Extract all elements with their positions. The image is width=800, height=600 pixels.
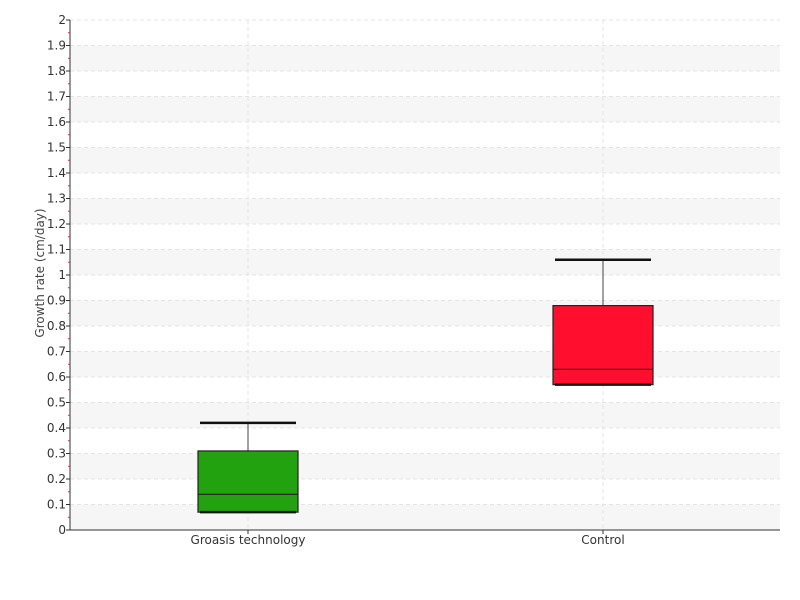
box-1 <box>197 421 299 514</box>
y-tick-label: 1.5 <box>47 141 66 155</box>
x-categories: Groasis technology Control <box>191 530 625 547</box>
y-tick-label: 0.4 <box>47 421 66 435</box>
y-tick-label: 0.9 <box>47 294 66 308</box>
y-tick-label: 0.3 <box>47 447 66 461</box>
y-tick-label: 0.2 <box>47 472 66 486</box>
y-axis-title: Growth rate (cm/day) <box>33 208 47 337</box>
grid-band <box>70 198 780 224</box>
grid-band <box>70 351 780 377</box>
y-tick-label: 1.1 <box>47 243 66 257</box>
y-ticks: 0 0.1 0.2 0.3 0.4 0.5 0.6 0.7 0.8 0.9 1 1.1 1.2 1.3 1.… <box>47 13 70 537</box>
y-tick-label: 1.4 <box>47 166 66 180</box>
y-tick-label: 1.8 <box>47 64 66 78</box>
y-tick-label: 0.5 <box>47 396 66 410</box>
x-category-label: Control <box>581 533 624 547</box>
grid-band <box>70 147 780 173</box>
grid-band <box>70 402 780 428</box>
gridlines <box>70 19 780 530</box>
box-iqr <box>552 305 654 386</box>
y-tick-label: 0.1 <box>47 498 66 512</box>
y-tick-label: 2 <box>58 13 66 27</box>
grid-band <box>70 249 780 275</box>
y-tick-label: 0.7 <box>47 345 66 359</box>
grid-band <box>70 45 780 71</box>
x-category-label: Groasis technology <box>191 533 306 547</box>
y-tick-label: 1.9 <box>47 39 66 53</box>
box-iqr <box>197 450 299 513</box>
y-tick-label: 0.6 <box>47 370 66 384</box>
grid-band <box>70 453 780 479</box>
y-tick-label: 1.2 <box>47 217 66 231</box>
box-2 <box>552 258 654 386</box>
y-tick-label: 1.3 <box>47 192 66 206</box>
grid-band <box>70 300 780 326</box>
y-tick-label: 1 <box>58 268 66 282</box>
boxes <box>197 258 654 514</box>
grid-band <box>70 504 780 530</box>
y-tick-label: 1.6 <box>47 115 66 129</box>
grid-band <box>70 96 780 122</box>
y-tick-label: 0 <box>58 523 66 537</box>
y-tick-label: 0.8 <box>47 319 66 333</box>
y-tick-label: 1.7 <box>47 90 66 104</box>
grid-bands <box>70 45 780 530</box>
